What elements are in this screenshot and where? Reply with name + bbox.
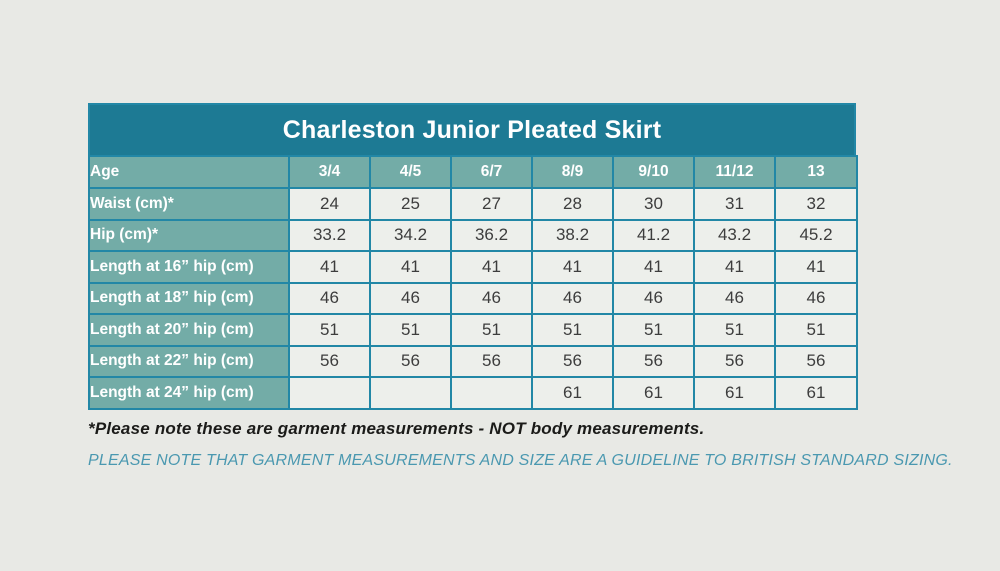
table-row-length-24: Length at 24” hip (cm) 61 61 61 61 [88,376,858,410]
table-row-length-22: Length at 22” hip (cm) 56 56 56 56 56 56… [88,344,858,378]
measurement-cell: 41 [531,250,614,284]
measurement-cell: 61 [612,376,695,410]
size-header-cell: 11/12 [693,155,776,189]
measurement-cell-empty [369,376,452,410]
measurement-cell: 46 [693,281,776,315]
header-row: Age 3/4 4/5 6/7 8/9 9/10 11/12 13 [88,155,858,189]
measurement-cell: 46 [288,281,371,315]
measurement-cell: 41 [693,250,776,284]
size-header-cell: 13 [774,155,858,189]
measurement-cell: 32 [774,187,858,221]
measurement-cell: 56 [450,344,533,378]
measurement-cell: 56 [369,344,452,378]
size-header-cell: 9/10 [612,155,695,189]
measurement-cell: 41.2 [612,218,695,252]
measurement-cell: 51 [531,313,614,347]
chart-title: Charleston Junior Pleated Skirt [88,103,856,155]
measurement-cell: 41 [450,250,533,284]
measurement-cell: 27 [450,187,533,221]
measurement-cell: 30 [612,187,695,221]
measurement-cell: 61 [531,376,614,410]
measurements-table: Age 3/4 4/5 6/7 8/9 9/10 11/12 13 Waist … [88,155,858,410]
size-header-cell: 6/7 [450,155,533,189]
table-row-waist: Waist (cm)* 24 25 27 28 30 31 32 [88,187,858,221]
measurement-cell-empty [450,376,533,410]
measurement-cell: 61 [693,376,776,410]
size-chart: Charleston Junior Pleated Skirt Age 3/4 … [88,103,858,410]
measurement-cell: 45.2 [774,218,858,252]
measurement-cell: 46 [531,281,614,315]
table-row-length-16: Length at 16” hip (cm) 41 41 41 41 41 41… [88,250,858,284]
measurement-cell: 34.2 [369,218,452,252]
measurement-cell: 56 [774,344,858,378]
measurement-cell: 51 [612,313,695,347]
measurement-cell: 51 [693,313,776,347]
row-label: Hip (cm)* [88,218,290,252]
measurement-cell: 25 [369,187,452,221]
measurement-cell: 43.2 [693,218,776,252]
age-header-cell: Age [88,155,290,189]
british-standard-sizing-note: PLEASE NOTE THAT GARMENT MEASUREMENTS AN… [88,452,953,469]
table-row-hip: Hip (cm)* 33.2 34.2 36.2 38.2 41.2 43.2 … [88,218,858,252]
measurement-cell: 31 [693,187,776,221]
measurement-cell: 56 [288,344,371,378]
measurement-cell: 41 [288,250,371,284]
measurement-cell: 28 [531,187,614,221]
measurement-cell: 51 [369,313,452,347]
measurement-cell: 38.2 [531,218,614,252]
row-label: Length at 22” hip (cm) [88,344,290,378]
measurement-cell: 41 [369,250,452,284]
measurement-cell: 51 [288,313,371,347]
measurement-cell-empty [288,376,371,410]
measurement-cell: 56 [531,344,614,378]
measurement-cell: 41 [612,250,695,284]
table-row-length-20: Length at 20” hip (cm) 51 51 51 51 51 51… [88,313,858,347]
row-label: Length at 24” hip (cm) [88,376,290,410]
measurement-cell: 51 [450,313,533,347]
table-row-length-18: Length at 18” hip (cm) 46 46 46 46 46 46… [88,281,858,315]
measurement-cell: 56 [612,344,695,378]
row-label: Length at 16” hip (cm) [88,250,290,284]
size-header-cell: 8/9 [531,155,614,189]
garment-measurements-note: *Please note these are garment measureme… [88,419,705,438]
measurement-cell: 33.2 [288,218,371,252]
size-header-cell: 4/5 [369,155,452,189]
measurement-cell: 56 [693,344,776,378]
row-label: Waist (cm)* [88,187,290,221]
measurement-cell: 24 [288,187,371,221]
measurement-cell: 51 [774,313,858,347]
size-header-cell: 3/4 [288,155,371,189]
row-label: Length at 20” hip (cm) [88,313,290,347]
measurement-cell: 41 [774,250,858,284]
measurement-cell: 46 [774,281,858,315]
measurement-cell: 46 [612,281,695,315]
measurement-cell: 46 [369,281,452,315]
row-label: Length at 18” hip (cm) [88,281,290,315]
measurement-cell: 46 [450,281,533,315]
measurement-cell: 61 [774,376,858,410]
measurement-cell: 36.2 [450,218,533,252]
